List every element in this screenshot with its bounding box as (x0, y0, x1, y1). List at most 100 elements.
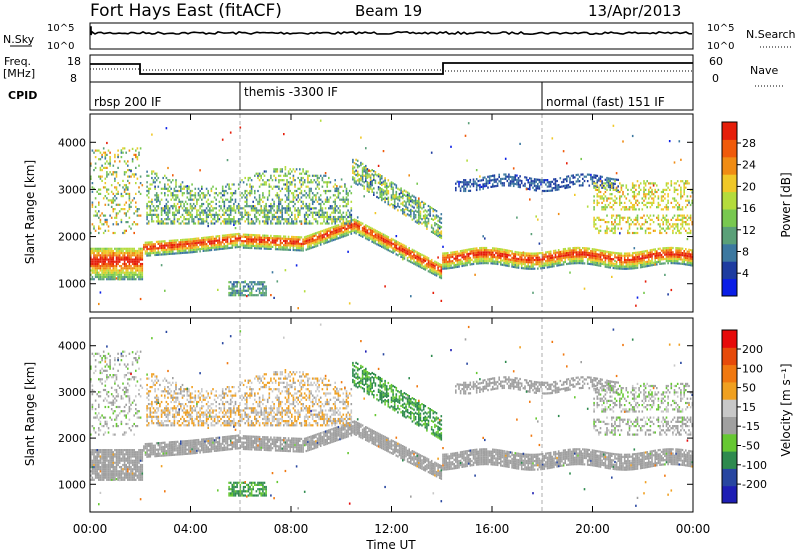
power-cell (178, 245, 180, 248)
power-cell (603, 252, 605, 255)
power-cell (601, 258, 603, 261)
power-cell (482, 187, 484, 190)
power-cell (90, 265, 92, 268)
power-cell (289, 246, 291, 249)
power-cell (475, 260, 478, 263)
power-cell (194, 222, 197, 225)
power-cell (231, 242, 234, 245)
power-cell (308, 243, 311, 246)
power-cell (400, 255, 402, 258)
power-cell (607, 264, 610, 267)
power-cell (516, 216, 518, 219)
power-cell (564, 250, 566, 253)
power-cell (318, 198, 320, 201)
power-cell (609, 206, 611, 209)
power-cell (352, 178, 354, 181)
power-cell (289, 183, 291, 186)
power-cell (485, 180, 488, 183)
power-cell (426, 265, 428, 268)
power-cell (411, 250, 414, 254)
power-cell (430, 224, 433, 227)
power-cell (575, 262, 578, 265)
power-cell (127, 260, 129, 263)
power-cell (603, 218, 605, 221)
power-cell (123, 252, 126, 255)
power-cell (551, 261, 554, 264)
power-cell (229, 287, 232, 290)
power-cell (410, 260, 412, 264)
power-cell (427, 222, 430, 225)
power-cell (300, 220, 303, 223)
power-cell (250, 281, 253, 284)
power-cell (106, 160, 108, 163)
power-cell (366, 172, 369, 175)
power-cell (342, 200, 345, 203)
power-cell (265, 236, 267, 239)
power-cell (90, 231, 92, 235)
power-cell (503, 257, 505, 260)
power-cell (93, 260, 95, 263)
power-cell (381, 232, 383, 235)
power-cell (233, 223, 235, 226)
power-cell (611, 275, 613, 278)
power-cell (475, 262, 478, 265)
power-cell (321, 222, 324, 225)
power-cell (112, 223, 115, 226)
power-cell (326, 211, 328, 214)
power-cell (287, 220, 290, 223)
power-cell (426, 225, 428, 228)
power-cell (250, 246, 253, 250)
power-cell (104, 229, 107, 232)
power-cell (443, 265, 446, 268)
power-cell (112, 171, 115, 174)
power-cell (360, 164, 362, 167)
power-cell (606, 214, 608, 217)
power-cell (205, 218, 208, 221)
power-cell (529, 265, 531, 268)
power-cell (496, 247, 499, 250)
power-cell (594, 261, 597, 264)
power-cell (167, 244, 169, 247)
nsky-tick-bottom: 10^0 (47, 41, 74, 52)
power-cell (229, 192, 232, 195)
power-cell (265, 170, 267, 173)
power-cell (606, 265, 608, 269)
power-cell (318, 211, 320, 214)
power-cell (339, 230, 341, 233)
power-cell (138, 208, 140, 211)
power-cell (382, 235, 385, 238)
power-cell (340, 231, 343, 234)
power-cell (533, 263, 536, 266)
power-cell (197, 187, 200, 190)
power-cell (205, 187, 208, 190)
power-cell (353, 166, 356, 169)
power-cell (411, 194, 414, 197)
power-cell (344, 228, 346, 231)
power-cell (498, 173, 500, 176)
power-cell (530, 254, 533, 257)
power-cell (199, 194, 201, 197)
power-cell (91, 201, 94, 204)
power-cell (294, 185, 296, 188)
power-cell (440, 263, 443, 267)
power-cell (141, 184, 144, 187)
power-cell (411, 218, 414, 221)
power-cell (504, 249, 507, 252)
power-cell (197, 209, 200, 212)
power-cell (215, 220, 217, 223)
power-cell (469, 178, 472, 182)
power-cell (204, 249, 206, 252)
power-cell (596, 201, 599, 204)
power-cell (377, 241, 380, 244)
power-cell (416, 202, 418, 205)
power-cell (504, 173, 507, 176)
power-cell (279, 198, 282, 201)
power-cell (149, 249, 152, 253)
power-cell (345, 196, 348, 199)
power-cell (319, 222, 322, 225)
power-cell (541, 256, 544, 259)
power-cell (237, 220, 240, 223)
power-cell (442, 265, 444, 268)
power-cell (117, 258, 119, 261)
power-cell (225, 245, 227, 248)
